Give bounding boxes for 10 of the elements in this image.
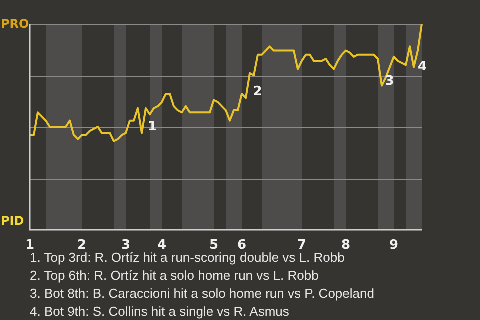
annotation: 2	[253, 84, 262, 100]
annotation: 1	[148, 119, 158, 134]
text: 2. Top 6th: R. Ortíz hit a solo home run vs L. Robb	[30, 267, 320, 285]
annotation: 4	[418, 60, 428, 75]
x-tick-label: 9	[389, 238, 399, 254]
text: PID	[1, 214, 24, 228]
text: 4. Bot 9th: S. Collins hit a single vs R. Asmus	[30, 303, 290, 320]
annotation: 3	[385, 74, 394, 90]
text: 3. Bot 8th: B. Caraccioni hit a solo home run vs P. Copeland	[30, 285, 374, 303]
text: PRO	[1, 17, 30, 31]
